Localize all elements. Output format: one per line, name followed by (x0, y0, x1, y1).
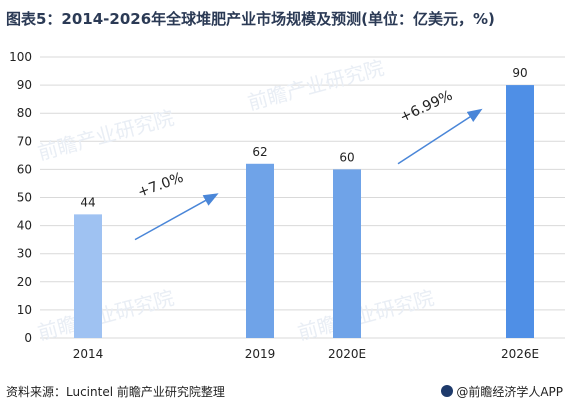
watermark-text: 前瞻产业研究院 (35, 285, 176, 344)
watermark-text: 前瞻产业研究院 (295, 285, 436, 344)
y-tick-label: 30 (17, 247, 32, 261)
brand-text: @前瞻经济学人APP (456, 385, 563, 399)
x-tick-label: 2020E (328, 347, 366, 361)
x-tick-label: 2019 (245, 347, 276, 361)
brand-credit: @前瞻经济学人APP (441, 383, 563, 400)
bar-2026E (506, 85, 534, 338)
growth-arrow (397, 108, 483, 165)
y-tick-label: 20 (17, 275, 32, 289)
x-tick-label: 2014 (73, 347, 104, 361)
bar-2014 (74, 214, 102, 338)
bar-value-label: 44 (80, 195, 95, 209)
y-tick-label: 80 (17, 106, 32, 120)
bar-value-label: 62 (252, 145, 267, 159)
brand-logo-icon (441, 385, 454, 397)
watermark-text: 前瞻产业研究院 (35, 105, 176, 164)
source-note: 资料来源：Lucintel 前瞻产业研究院整理 (6, 385, 225, 399)
growth-label: +7.0% (136, 170, 186, 201)
bar-value-label: 90 (512, 66, 527, 80)
growth-arrow (134, 193, 219, 241)
bar-2019 (246, 163, 274, 338)
y-tick-label: 10 (17, 303, 32, 317)
chart-area: 0 10 20 30 40 50 60 70 80 90 100 前瞻产业研究院 前瞻产业研究院 前瞻产业… (0, 40, 571, 370)
bar-chart: 0102030405060708090100前瞻产业研究院前瞻产业研究院前瞻产业… (9, 50, 565, 361)
y-tick-label: 100 (9, 50, 32, 64)
chart-title: 图表5：2014-2026年全球堆肥产业市场规模及预测(单位：亿美元，%) (6, 10, 495, 28)
y-tick-label: 60 (17, 162, 32, 176)
bar-value-label: 60 (339, 150, 354, 164)
bar-2020E (333, 169, 361, 338)
y-tick-label: 40 (17, 219, 32, 233)
growth-label: +6.99% (397, 88, 455, 126)
y-tick-label: 50 (17, 191, 32, 205)
x-tick-label: 2026E (501, 347, 539, 361)
y-tick-label: 70 (17, 134, 32, 148)
y-tick-label: 0 (24, 331, 32, 345)
y-tick-label: 90 (17, 78, 32, 92)
